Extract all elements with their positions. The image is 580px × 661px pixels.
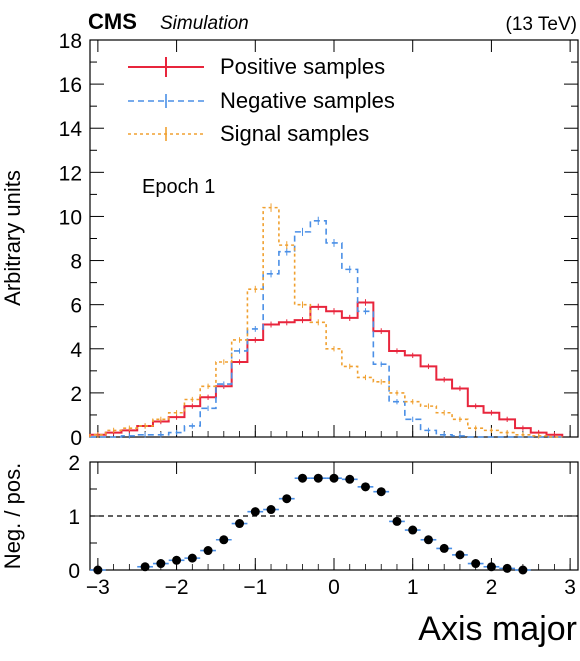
ratio-ytick-label: 0 xyxy=(68,560,80,583)
ratio-point xyxy=(282,494,292,504)
ratio-point xyxy=(187,553,197,563)
ratio-point xyxy=(93,565,103,575)
legend-label-positive: Positive samples xyxy=(220,54,385,79)
ratio-point xyxy=(408,525,418,535)
top-ytick-label: 18 xyxy=(59,30,82,53)
ratio-point xyxy=(502,563,512,573)
ratio-plot-points xyxy=(90,473,531,575)
ratio-xtick-label: 0 xyxy=(328,576,340,599)
series-step-2 xyxy=(89,206,563,438)
ratio-xtick-label: 1 xyxy=(407,576,419,599)
ratio-point xyxy=(140,562,150,572)
top-ylabel: Arbitrary units xyxy=(0,170,25,306)
ratio-ylabel: Neg. / pos. xyxy=(0,463,25,569)
ratio-point xyxy=(439,543,449,553)
top-ytick-label: 16 xyxy=(59,74,82,97)
top-plot-series xyxy=(89,203,564,439)
ratio-xtick-label: −2 xyxy=(165,576,189,599)
status-label: Simulation xyxy=(160,13,249,34)
ratio-point xyxy=(360,482,370,492)
series-step-0 xyxy=(89,301,564,437)
ratio-point xyxy=(376,487,386,497)
ratio-xtick-label: 2 xyxy=(486,576,498,599)
top-ytick-label: 6 xyxy=(70,295,82,318)
ratio-point xyxy=(392,516,402,526)
legend-label-negative: Negative samples xyxy=(220,88,395,113)
ratio-point xyxy=(266,505,276,515)
ratio-point xyxy=(455,550,465,560)
experiment-label: CMS xyxy=(88,9,137,34)
ratio-point xyxy=(313,473,323,483)
ratio-ytick-label: 2 xyxy=(68,452,80,475)
x-axis-label: Axis major xyxy=(418,610,577,648)
ratio-point xyxy=(329,473,339,483)
ratio-xtick-label: −1 xyxy=(243,576,267,599)
ratio-xtick-label: 3 xyxy=(564,576,576,599)
legend-entry-negative: Negative samples xyxy=(128,88,395,113)
top-ytick-label: 14 xyxy=(59,118,83,141)
legend-entry-positive: Positive samples xyxy=(128,54,385,79)
ratio-point xyxy=(203,546,213,556)
ratio-point xyxy=(471,559,481,569)
ratio-xtick-label: −3 xyxy=(86,576,110,599)
top-ytick-label: 12 xyxy=(59,162,82,185)
top-ytick-label: 10 xyxy=(59,206,82,229)
top-ytick-label: 0 xyxy=(70,427,82,450)
ratio-point xyxy=(156,559,166,569)
ratio-point xyxy=(250,507,260,517)
legend-entry-signal: Signal samples xyxy=(128,121,369,146)
ratio-plot: 0 1 2 −3 −2 −1 0 1 2 3 Neg. / pos. Axis major xyxy=(0,452,579,648)
ratio-point xyxy=(298,473,308,483)
ratio-point xyxy=(235,519,245,529)
series-step-1 xyxy=(90,220,563,438)
epoch-annotation: Epoch 1 xyxy=(142,176,215,198)
legend-label-signal: Signal samples xyxy=(220,121,369,146)
ratio-point xyxy=(172,555,182,565)
ratio-ytick-label: 1 xyxy=(68,506,80,529)
ratio-point xyxy=(219,535,229,545)
legend: Positive samples Negative samples Signal… xyxy=(128,54,395,146)
ratio-point xyxy=(486,562,496,572)
ratio-point xyxy=(345,474,355,484)
top-ytick-label: 8 xyxy=(70,251,82,274)
top-ytick-label: 4 xyxy=(70,339,82,362)
top-plot-axes: 0 2 4 6 8 10 12 14 16 18 xyxy=(59,30,578,450)
ratio-plot-axes: 0 1 2 −3 −2 −1 0 1 2 3 xyxy=(68,452,578,599)
top-ytick-label: 2 xyxy=(70,383,82,406)
ratio-point xyxy=(423,535,433,545)
ratio-point xyxy=(518,565,528,575)
energy-label: (13 TeV) xyxy=(506,14,577,35)
